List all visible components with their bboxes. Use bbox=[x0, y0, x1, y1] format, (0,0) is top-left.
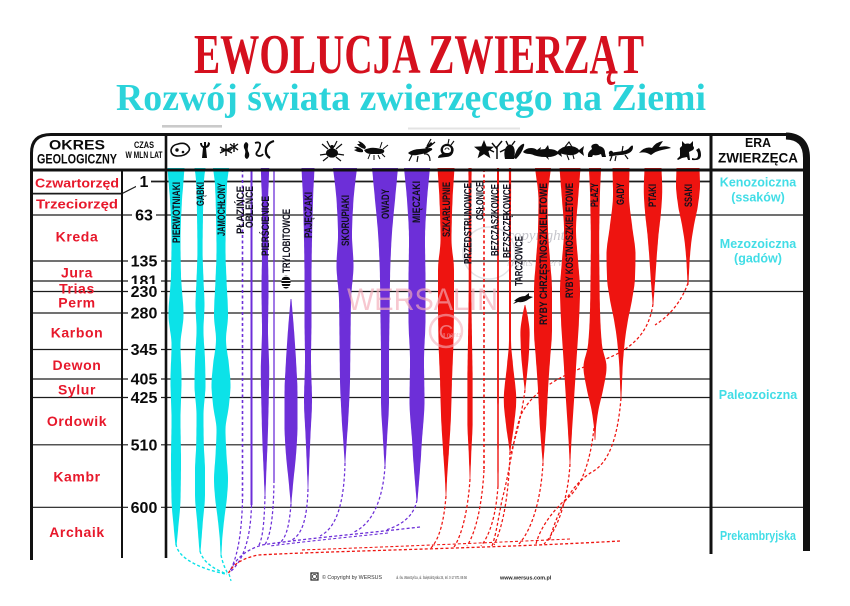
svg-text:Kreda: Kreda bbox=[56, 229, 99, 245]
svg-text:Archaik: Archaik bbox=[49, 524, 105, 540]
svg-text:RYBY CHRZĘSTNOSZKIELETOWE: RYBY CHRZĘSTNOSZKIELETOWE bbox=[538, 183, 550, 325]
svg-text:CZAS: CZAS bbox=[134, 140, 154, 151]
svg-text:230: 230 bbox=[131, 284, 158, 301]
svg-text:PIERŚCIENICE: PIERŚCIENICE bbox=[259, 196, 272, 256]
svg-text:PAJĘCZAKI: PAJĘCZAKI bbox=[303, 192, 315, 238]
svg-text:Kambr: Kambr bbox=[53, 468, 100, 484]
svg-text:OWADY: OWADY bbox=[380, 189, 392, 219]
svg-text:425: 425 bbox=[131, 390, 158, 407]
svg-text:Rozwój świata zwierzęcego na Z: Rozwój świata zwierzęcego na Ziemi bbox=[116, 77, 706, 119]
svg-text:W MLN LAT: W MLN LAT bbox=[126, 150, 163, 161]
svg-text:Dewon: Dewon bbox=[53, 357, 102, 373]
svg-text:Paleozoiczna: Paleozoiczna bbox=[719, 388, 799, 402]
svg-text:WERSALIN: WERSALIN bbox=[347, 281, 498, 317]
svg-text:TARCZOWCE: TARCZOWCE bbox=[514, 236, 526, 286]
svg-text:SSAKI: SSAKI bbox=[683, 184, 695, 207]
svg-text:510: 510 bbox=[131, 437, 158, 454]
svg-text:BEZSZCZĘKOWCE: BEZSZCZĘKOWCE bbox=[502, 184, 514, 258]
svg-text:OSŁONICE: OSŁONICE bbox=[475, 182, 487, 220]
svg-text:OKRES: OKRES bbox=[49, 138, 105, 153]
svg-text:GĄBKI: GĄBKI bbox=[195, 182, 207, 206]
svg-text:EWOLUCJA ZWIERZĄT: EWOLUCJA ZWIERZĄT bbox=[194, 24, 644, 86]
svg-text:C: C bbox=[439, 322, 453, 344]
svg-text:ZWIERZĘCA: ZWIERZĘCA bbox=[718, 151, 798, 166]
svg-text:405: 405 bbox=[131, 372, 158, 389]
svg-text:TRYLOBITOWCE: TRYLOBITOWCE bbox=[281, 209, 293, 273]
svg-text:RYBY KOSTNOSZKIELETOWE: RYBY KOSTNOSZKIELETOWE bbox=[564, 183, 576, 298]
svg-text:Perm: Perm bbox=[58, 295, 95, 311]
svg-text:345: 345 bbox=[131, 342, 158, 359]
svg-text:Mezozoiczna: Mezozoiczna bbox=[720, 237, 797, 251]
svg-text:PIERWOTNIAKI: PIERWOTNIAKI bbox=[171, 182, 183, 243]
svg-text:(ssaków): (ssaków) bbox=[731, 191, 785, 205]
svg-text:135: 135 bbox=[131, 254, 158, 271]
svg-text:PŁAZIŃCE: PŁAZIŃCE bbox=[234, 186, 247, 234]
svg-text:Czwartorzęd: Czwartorzęd bbox=[35, 175, 119, 190]
svg-text:PTAKI: PTAKI bbox=[647, 184, 659, 207]
svg-text:PŁAZY: PŁAZY bbox=[589, 183, 601, 207]
svg-text:OBLEŃCE: OBLEŃCE bbox=[243, 186, 256, 228]
svg-text:SKORUPIAKI: SKORUPIAKI bbox=[340, 195, 352, 246]
svg-text:Trzeciorzęd: Trzeciorzęd bbox=[36, 197, 118, 212]
svg-text:63: 63 bbox=[135, 207, 153, 224]
svg-text:GEOLOGICZNY: GEOLOGICZNY bbox=[37, 152, 117, 167]
svg-text:SZKARŁUPNIE: SZKARŁUPNIE bbox=[441, 182, 453, 237]
svg-text:(gadów): (gadów) bbox=[734, 252, 782, 266]
svg-text:1: 1 bbox=[140, 174, 149, 191]
svg-text:280: 280 bbox=[131, 306, 158, 323]
svg-text:Jura: Jura bbox=[61, 264, 93, 280]
svg-text:Karbon: Karbon bbox=[51, 325, 104, 341]
svg-text:BEZCZASZKOWCE: BEZCZASZKOWCE bbox=[490, 184, 502, 256]
svg-text:ERA: ERA bbox=[745, 136, 771, 150]
svg-text:Kenozoiczna: Kenozoiczna bbox=[720, 176, 797, 190]
svg-text:600: 600 bbox=[131, 500, 158, 517]
svg-text:© Copyright by WERSUS: © Copyright by WERSUS bbox=[322, 574, 382, 581]
svg-text:PRZEDSTRUNOWCE: PRZEDSTRUNOWCE bbox=[463, 183, 475, 264]
svg-text:copyright: copyright bbox=[507, 228, 565, 244]
svg-text:GADY: GADY bbox=[615, 183, 627, 205]
svg-text:ul. św. Wawrzyńca, ul. Świętok: ul. św. Wawrzyńca, ul. Świętokrzyska 34,… bbox=[396, 573, 467, 581]
svg-text:ll rights: ll rights bbox=[442, 333, 461, 339]
svg-text:MIĘCZAKI: MIĘCZAKI bbox=[411, 181, 423, 223]
svg-text:Prekambryjska: Prekambryjska bbox=[720, 529, 797, 543]
svg-text:Trias: Trias bbox=[59, 280, 95, 296]
svg-text:Sylur: Sylur bbox=[58, 381, 96, 397]
svg-text:www.wersus.com.pl: www.wersus.com.pl bbox=[499, 576, 552, 582]
svg-text:JAMOCHŁONY: JAMOCHŁONY bbox=[216, 183, 228, 236]
svg-text:Ordowik: Ordowik bbox=[47, 413, 107, 429]
